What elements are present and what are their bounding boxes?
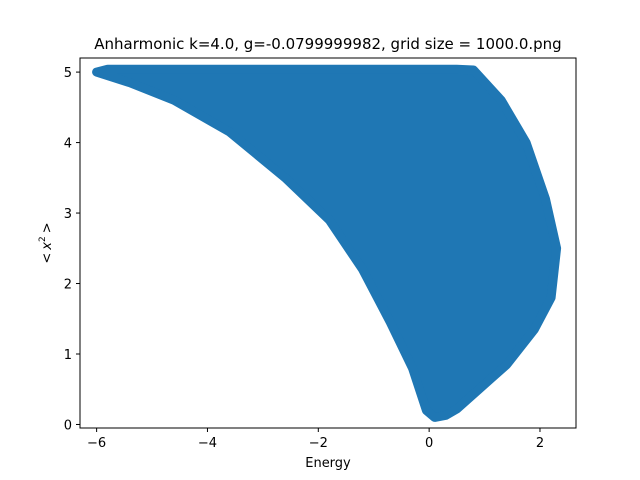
chart-title: Anharmonic k=4.0, g=-0.0799999982, grid … <box>94 35 561 53</box>
x-axis-label: Energy <box>305 456 351 471</box>
x-tick-label: −4 <box>198 436 217 451</box>
x-tick-label: −6 <box>87 436 106 451</box>
y-tick-label: 0 <box>64 418 72 433</box>
scatter-point-cloud <box>92 64 562 422</box>
y-label-var: x <box>40 242 55 251</box>
y-tick-label: 3 <box>64 207 72 222</box>
x-tick-label: 2 <box>536 436 544 451</box>
x-tick-label: −2 <box>309 436 328 451</box>
y-label-open: < <box>40 253 55 264</box>
y-tick-label: 1 <box>64 348 72 363</box>
x-tick-label: 0 <box>425 436 433 451</box>
y-tick-label: 5 <box>64 66 72 81</box>
plot-frame <box>79 57 577 429</box>
y-tick-label: 2 <box>64 278 72 293</box>
y-axis: 0 1 2 3 4 5 <box>64 66 80 433</box>
plot-region <box>92 64 562 422</box>
y-label-close: > <box>40 222 55 233</box>
y-tick-label: 4 <box>64 137 72 152</box>
y-label-exp: 2 <box>38 236 48 242</box>
x-axis: −6 −4 −2 0 2 <box>87 428 544 451</box>
y-axis-label: < x2 > <box>38 222 55 263</box>
